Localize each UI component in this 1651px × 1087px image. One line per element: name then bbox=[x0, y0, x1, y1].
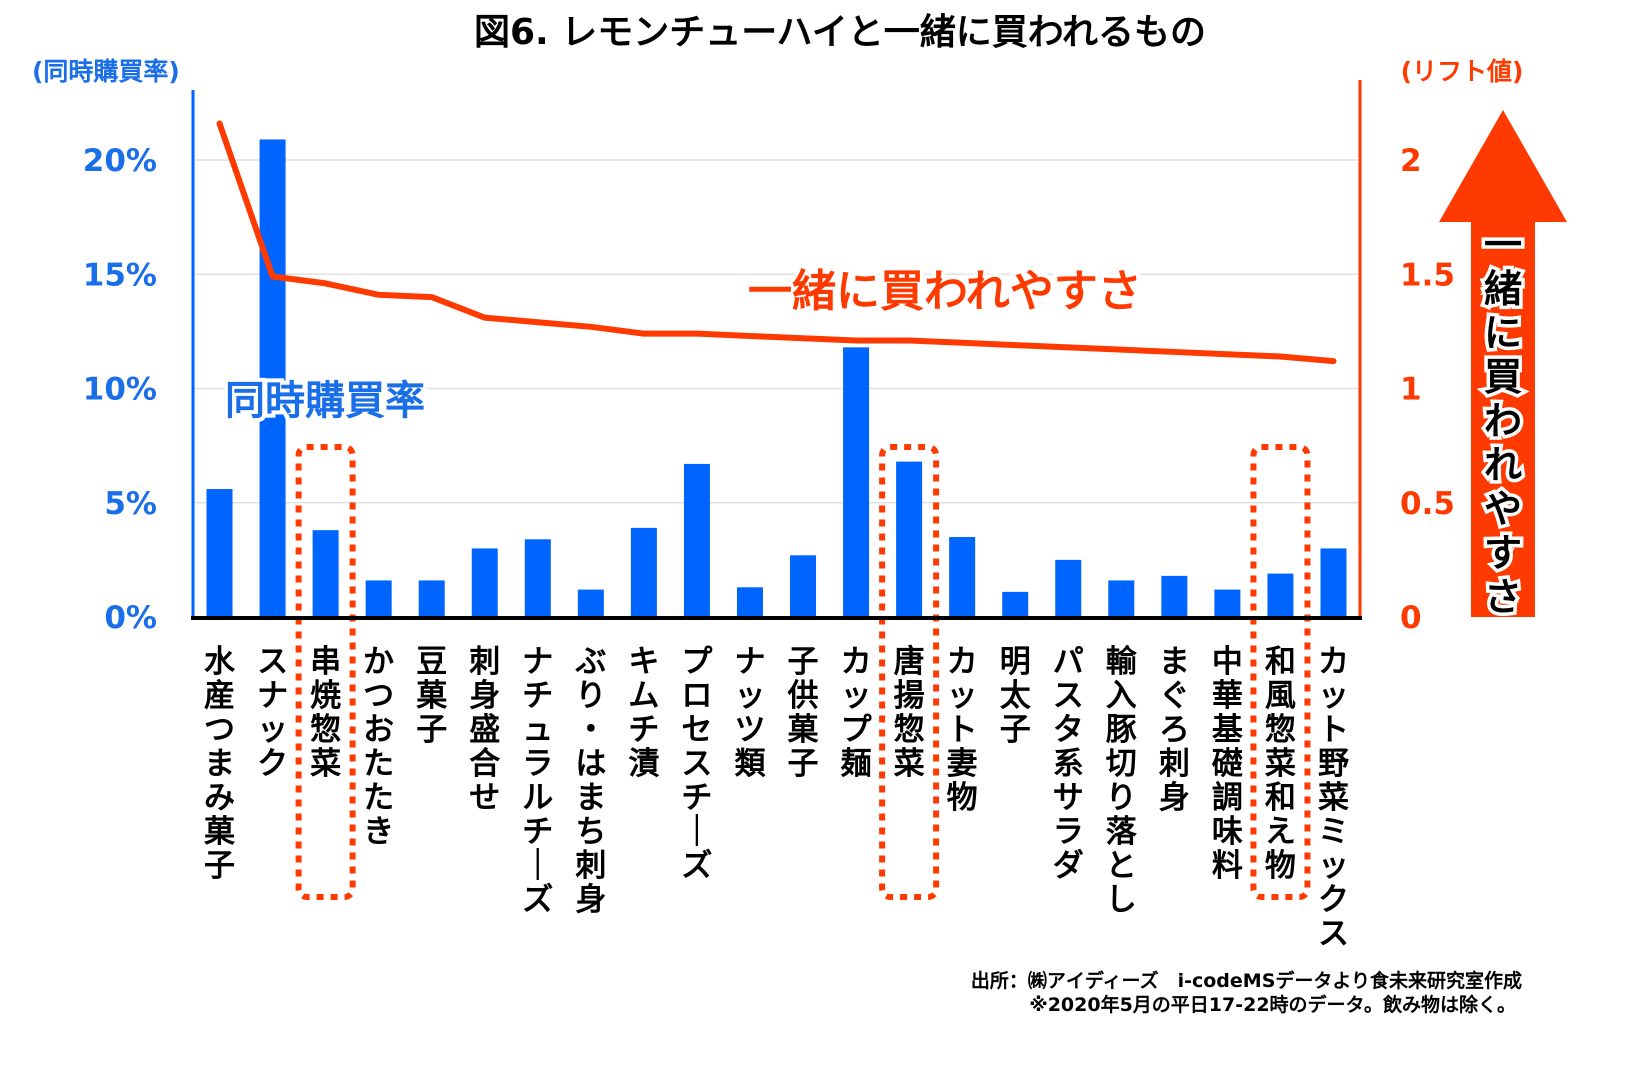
bar-18 bbox=[1108, 580, 1135, 617]
right-axis-title: (リフト値) bbox=[1401, 57, 1524, 86]
category-label: 子供菓子 bbox=[787, 644, 820, 782]
bar-series bbox=[206, 139, 1347, 617]
category-label: 串焼惣菜 bbox=[310, 644, 341, 782]
category-label: プロセスチ｜ズ bbox=[681, 644, 713, 884]
category-label: 刺身盛合せ bbox=[469, 644, 500, 816]
arrow-label: 一緒に買われやすさ bbox=[1480, 220, 1525, 623]
bar-series-annotation: 同時購買率 bbox=[225, 378, 425, 424]
highlight-boxes bbox=[295, 444, 1311, 900]
category-label: まぐろ刺身 bbox=[1159, 644, 1190, 816]
right-tick-label: 1.5 bbox=[1400, 257, 1455, 293]
line-series bbox=[216, 120, 1337, 365]
source-note: 出所：㈱アイディーズ i-codeMSデータより食未来研究室作成 bbox=[971, 969, 1522, 992]
category-label: パスタ系サラダ bbox=[1053, 644, 1084, 884]
category-label: カップ麺 bbox=[840, 644, 873, 782]
bar-22 bbox=[1320, 548, 1347, 617]
bar-10 bbox=[683, 463, 710, 617]
category-label: ナッツ類 bbox=[734, 644, 766, 782]
bar-15 bbox=[949, 537, 976, 617]
left-axis-title: (同時購買率) bbox=[32, 57, 180, 86]
category-label: かつおたたき bbox=[363, 644, 394, 850]
bar-14 bbox=[896, 461, 923, 617]
category-label: ナチュラルチ｜ズ bbox=[522, 644, 553, 918]
highlight-box bbox=[1250, 444, 1311, 900]
bar-9 bbox=[630, 527, 657, 617]
bar-1 bbox=[206, 489, 233, 617]
lift-line bbox=[216, 120, 1337, 365]
category-label: 中華基礎調味料 bbox=[1212, 644, 1243, 884]
line-series-annotation: 一緒に買われやすさ bbox=[748, 266, 1142, 317]
category-label: ぶり・はまち刺身 bbox=[574, 644, 606, 918]
bar-2 bbox=[259, 139, 286, 617]
category-label: 明太子 bbox=[1000, 644, 1032, 748]
category-label: 輸入豚切り落とし bbox=[1106, 644, 1138, 918]
bar-12 bbox=[790, 555, 817, 617]
left-tick-label: 10% bbox=[83, 372, 157, 408]
category-label: 豆菓子 bbox=[415, 644, 448, 748]
bar-5 bbox=[418, 580, 445, 617]
bar-13 bbox=[843, 347, 870, 617]
category-label: カット野菜ミックス bbox=[1318, 644, 1349, 952]
category-label: 水産つまみ菓子 bbox=[203, 644, 236, 884]
gridlines bbox=[193, 159, 1360, 504]
chart-title: 図6. レモンチューハイと一緒に買われるもの bbox=[474, 12, 1206, 53]
footnote: ※2020年5月の平日17-22時のデータ。飲み物は除く。 bbox=[1029, 993, 1516, 1016]
bar-11 bbox=[736, 587, 763, 617]
bar-20 bbox=[1214, 589, 1241, 617]
left-axis-ticks: 0% 5% 10% 15% 20% bbox=[83, 143, 157, 636]
category-label: 唐揚惣菜 bbox=[894, 644, 925, 782]
left-tick-label: 5% bbox=[104, 486, 157, 522]
left-tick-label: 20% bbox=[83, 143, 157, 179]
highlight-box bbox=[295, 444, 356, 900]
left-tick-label: 0% bbox=[104, 600, 157, 636]
bar-19 bbox=[1161, 575, 1188, 617]
up-arrow-icon bbox=[1439, 110, 1567, 617]
category-label: キムチ漬 bbox=[628, 644, 659, 782]
bar-7 bbox=[524, 539, 551, 617]
right-axis-ticks: 0 0.5 1 1.5 2 bbox=[1400, 143, 1455, 636]
bar-8 bbox=[577, 589, 604, 617]
bar-21 bbox=[1267, 573, 1294, 617]
bar-17 bbox=[1055, 559, 1082, 617]
category-label: カット妻物 bbox=[947, 644, 978, 816]
right-tick-label: 1 bbox=[1400, 372, 1422, 408]
right-tick-label: 0.5 bbox=[1400, 486, 1455, 522]
category-label: スナック bbox=[257, 644, 288, 782]
bar-6 bbox=[471, 548, 498, 617]
left-tick-label: 15% bbox=[83, 257, 157, 293]
category-labels: 水産つまみ菓子スナック串焼惣菜かつおたたき豆菓子刺身盛合せナチュラルチ｜ズぶり・… bbox=[203, 644, 1349, 952]
arrow-text: 一緒に買われやすさ bbox=[1484, 223, 1522, 619]
right-tick-label: 0 bbox=[1400, 600, 1422, 636]
right-tick-label: 2 bbox=[1400, 143, 1422, 179]
category-label: 和風惣菜和え物 bbox=[1265, 644, 1296, 884]
bar-16 bbox=[1002, 591, 1029, 617]
highlight-box bbox=[879, 444, 940, 900]
bar-3 bbox=[312, 530, 339, 617]
bar-4 bbox=[365, 580, 392, 617]
